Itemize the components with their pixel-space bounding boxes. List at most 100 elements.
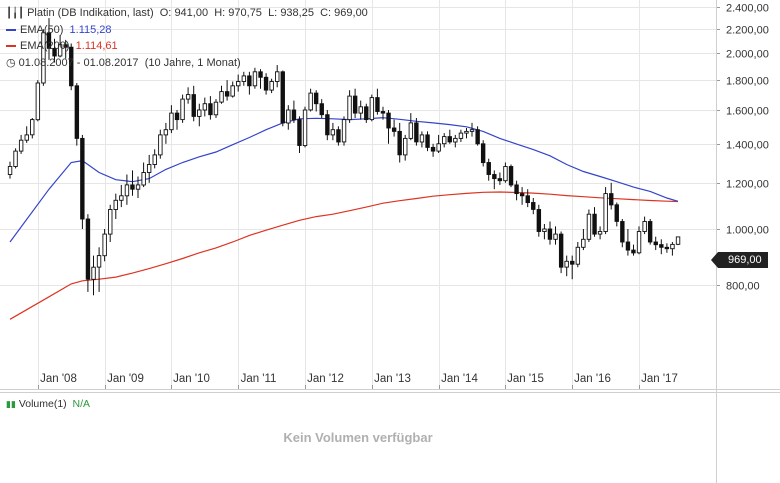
candle	[497, 172, 503, 185]
close-label: C:	[320, 7, 332, 19]
candle-body-down	[191, 94, 196, 117]
candle	[102, 229, 107, 262]
candle	[547, 221, 553, 245]
candle	[269, 78, 274, 94]
x-tick-label: Jan '14	[441, 373, 478, 385]
candle	[135, 176, 141, 198]
ema200-swatch	[6, 45, 16, 48]
candle-body-up	[252, 71, 258, 87]
candle-body-down	[647, 221, 653, 243]
chart-grid	[0, 0, 716, 385]
candle	[592, 207, 597, 237]
candle-body-up	[57, 44, 63, 57]
candle	[514, 180, 519, 201]
candle-body-down	[247, 75, 252, 87]
y-tick-label: 1.000,00	[726, 225, 769, 237]
candle-body-down	[74, 85, 80, 139]
candle-body-down	[280, 71, 285, 124]
candle-body-up	[503, 166, 508, 182]
candle-body-up	[442, 136, 447, 145]
candle	[180, 94, 185, 123]
candle	[586, 209, 592, 242]
candle	[575, 242, 581, 268]
candle	[24, 126, 29, 143]
candle-body-up	[458, 132, 464, 139]
candle	[13, 148, 18, 169]
candle	[236, 74, 241, 92]
candle	[480, 140, 486, 167]
candle-body-up	[464, 130, 469, 134]
candle	[436, 134, 441, 153]
y-tick-label: 1.800,00	[726, 76, 769, 88]
candle	[96, 247, 102, 292]
candle-body-up	[135, 184, 141, 190]
candle-body-up	[152, 154, 157, 165]
candle-body-down	[447, 136, 452, 143]
candle	[447, 129, 452, 144]
candle-body-up	[124, 184, 130, 197]
candle-body-up	[230, 85, 235, 97]
high-value: 970,75	[228, 7, 262, 19]
x-tick-label: Jan '09	[107, 373, 144, 385]
candle	[636, 226, 642, 255]
candle	[603, 187, 608, 235]
candle-body-up	[119, 195, 124, 201]
candle	[391, 119, 397, 137]
candle-body-up	[146, 164, 152, 173]
candle-body-up	[436, 143, 441, 152]
candle-body-down	[297, 119, 302, 146]
candle	[597, 226, 603, 240]
candle-body-down	[380, 111, 386, 114]
ema200-path	[9, 191, 679, 320]
candle-body-down	[480, 143, 486, 164]
x-tick-label: Jan '15	[507, 373, 544, 385]
candle	[91, 255, 96, 296]
candle-body-down	[319, 103, 324, 116]
candle	[57, 35, 63, 58]
candle-body-up	[236, 81, 241, 87]
candle-body-down	[208, 103, 213, 116]
candle-body-down	[430, 146, 436, 152]
candle	[430, 143, 436, 157]
candle	[486, 158, 491, 181]
candle-body-down	[609, 193, 614, 206]
candle	[631, 244, 636, 256]
candle-body-down	[664, 246, 670, 250]
last-price-tag: 969,00	[711, 252, 768, 268]
x-tick-label: Jan '08	[40, 373, 77, 385]
candle-body-down	[508, 166, 514, 186]
candle-body-down	[80, 137, 85, 220]
candle-body-down	[497, 178, 503, 182]
candle-body-up	[308, 92, 313, 111]
candle	[141, 162, 146, 188]
candle	[519, 187, 525, 205]
ema50-legend[interactable]: EMA(50) 1.115,28	[6, 24, 112, 36]
candle	[297, 116, 302, 153]
ema50-path	[9, 117, 679, 243]
ema50-label: EMA(50)	[20, 24, 64, 36]
candle	[69, 43, 74, 91]
candle-body-up	[469, 129, 475, 132]
candle	[659, 239, 664, 255]
candle	[325, 110, 330, 141]
candle-body-down	[46, 32, 52, 49]
candle-body-down	[63, 44, 68, 48]
ema200-legend[interactable]: EMA(200) 1.114,61	[6, 40, 118, 52]
candle-body-up	[542, 228, 547, 232]
candle	[247, 71, 252, 95]
candle	[308, 88, 313, 112]
candle-body-up	[180, 98, 185, 121]
close-value: 969,00	[334, 7, 368, 19]
candle	[558, 231, 564, 274]
candle	[625, 229, 631, 256]
candle	[74, 83, 80, 146]
candle-body-up	[30, 119, 35, 136]
candle	[503, 162, 508, 183]
candle-body-up	[24, 134, 29, 141]
candle-body-down	[391, 127, 397, 132]
candle-body-up	[408, 122, 414, 139]
candle	[336, 126, 341, 146]
candle	[197, 103, 202, 127]
candle	[403, 134, 408, 161]
